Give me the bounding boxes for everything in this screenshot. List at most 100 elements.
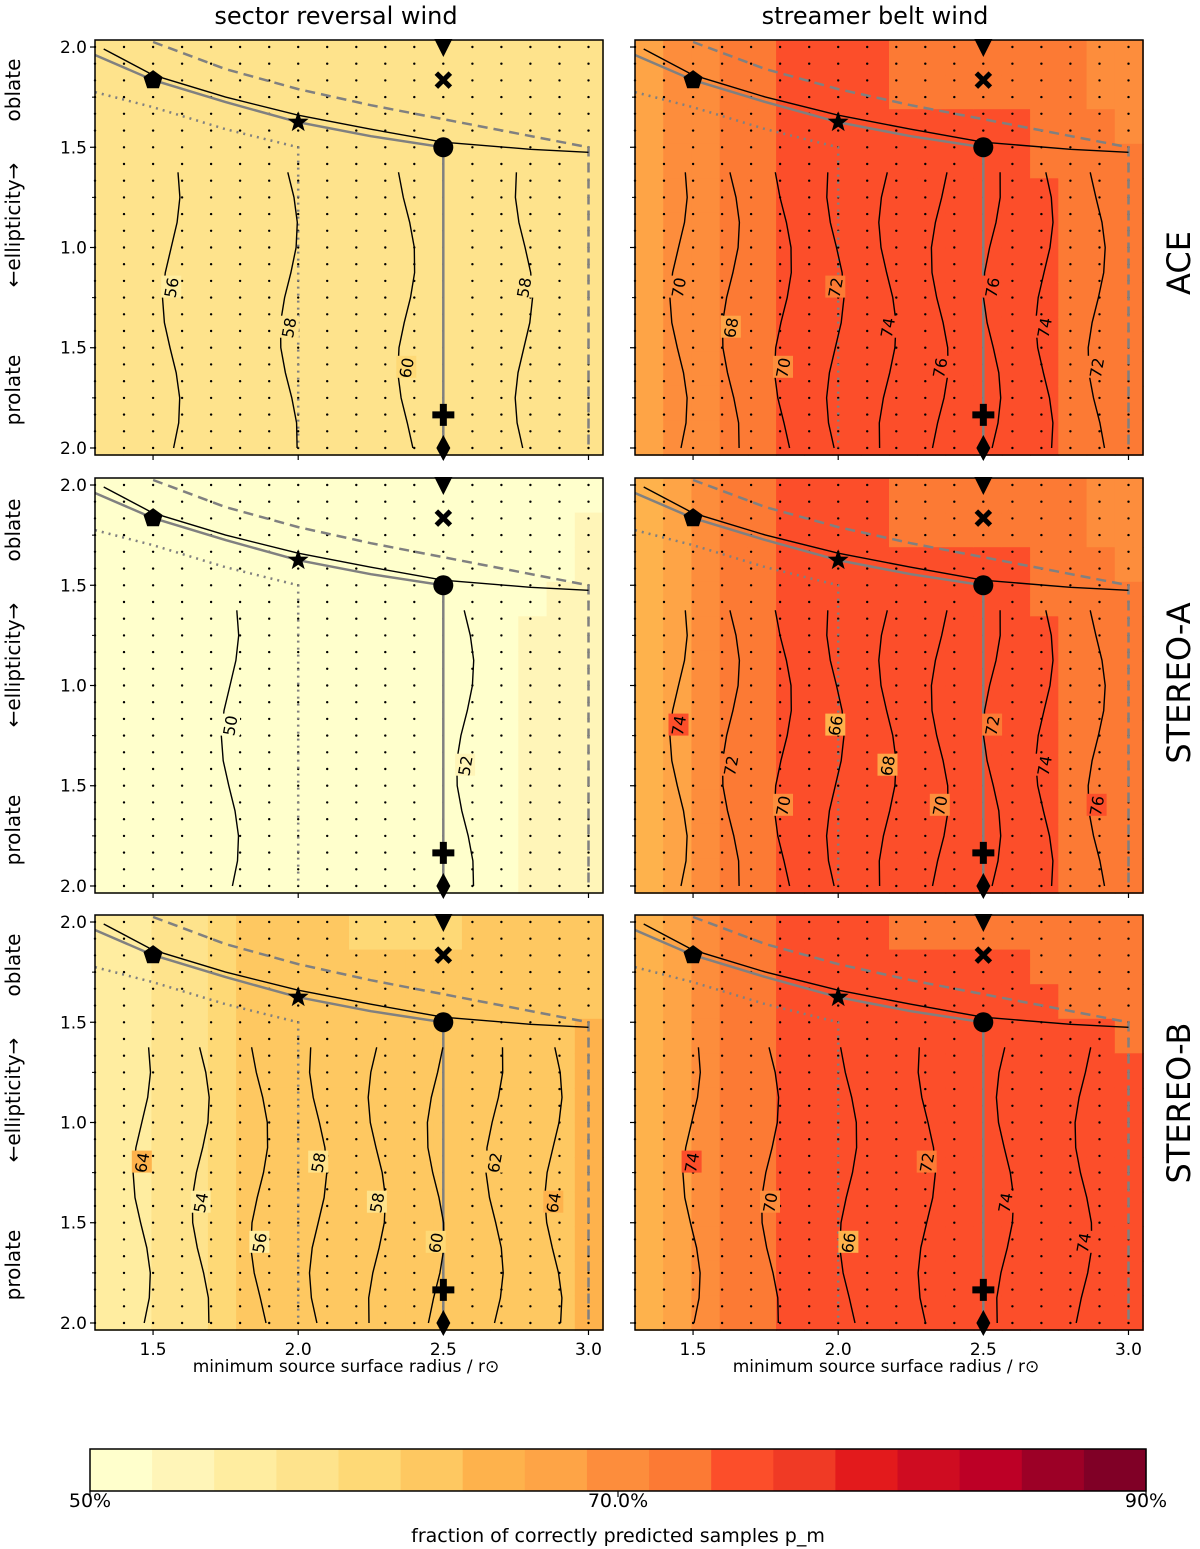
grid-dot xyxy=(529,1221,532,1224)
grid-dot xyxy=(180,987,184,990)
heatmap-cell xyxy=(747,754,777,791)
heatmap-cell xyxy=(151,1087,181,1124)
heatmap-cell xyxy=(1030,282,1060,318)
heatmap-cell xyxy=(1058,1157,1088,1193)
grid-dot xyxy=(953,533,956,537)
grid-dot xyxy=(471,500,474,503)
heatmap-cell xyxy=(804,316,834,353)
colorbar-segment xyxy=(835,1449,899,1491)
grid-dot xyxy=(749,567,753,570)
heatmap-cell xyxy=(461,178,491,214)
grid-dot xyxy=(749,229,753,232)
grid-dot xyxy=(720,650,724,654)
heatmap-cell xyxy=(663,789,693,825)
grid-dot xyxy=(1011,45,1014,49)
grid-dot xyxy=(355,1104,358,1108)
grid-dot xyxy=(151,884,155,888)
grid-dot xyxy=(1069,1087,1072,1091)
grid-dot xyxy=(238,179,242,182)
heatmap-cell xyxy=(320,1295,350,1331)
y-tick-label: 2.0 xyxy=(60,38,87,58)
heatmap-cell xyxy=(1001,685,1031,721)
grid-dot xyxy=(180,1188,184,1191)
heatmap-cell xyxy=(292,351,322,387)
heatmap-cell xyxy=(320,178,350,214)
heatmap-cell xyxy=(490,1226,520,1262)
grid-dot xyxy=(500,784,503,787)
grid-dot xyxy=(471,567,474,570)
grid-dot xyxy=(238,767,242,771)
heatmap-cell xyxy=(151,1157,181,1193)
grid-dot xyxy=(924,500,927,503)
grid-dot xyxy=(413,584,416,587)
heatmap-cell xyxy=(917,1053,947,1089)
heatmap-cell xyxy=(719,858,749,894)
grid-dot xyxy=(691,1255,695,1258)
grid-dot xyxy=(1127,79,1130,82)
grid-dot xyxy=(238,1188,242,1191)
grid-dot xyxy=(1069,868,1072,871)
heatmap-cell xyxy=(490,351,520,387)
grid-dot xyxy=(866,62,869,65)
grid-dot xyxy=(720,884,724,888)
y-tick-label: 1.5 xyxy=(60,1214,87,1234)
grid-dot xyxy=(471,483,474,487)
grid-dot xyxy=(808,446,811,450)
grid-dot xyxy=(529,567,532,570)
grid-dot xyxy=(1069,584,1072,587)
grid-dot xyxy=(384,1104,387,1108)
grid-dot xyxy=(1069,396,1072,400)
heatmap-cell xyxy=(349,1122,378,1158)
grid-dot xyxy=(749,751,753,754)
grid-dot xyxy=(808,784,811,787)
grid-dot xyxy=(151,363,155,366)
grid-dot xyxy=(1098,246,1101,249)
heatmap-cell xyxy=(320,949,350,985)
grid-dot xyxy=(355,868,358,871)
grid-dot xyxy=(808,162,811,166)
grid-dot xyxy=(500,246,503,249)
grid-dot xyxy=(837,212,840,216)
grid-dot xyxy=(209,313,213,316)
grid-dot xyxy=(720,567,724,570)
grid-dot xyxy=(1011,229,1014,232)
grid-dot xyxy=(953,500,956,503)
heatmap-cell xyxy=(1058,212,1088,249)
colorbar-segment xyxy=(524,1449,588,1491)
heatmap-cell xyxy=(320,351,350,387)
contour-line xyxy=(1034,610,1054,887)
heatmap-cell xyxy=(405,1122,435,1158)
heatmap-cell xyxy=(691,109,721,145)
grid-dot xyxy=(384,851,387,854)
heatmap-cell xyxy=(776,720,806,756)
grid-dot xyxy=(953,784,956,787)
grid-dot xyxy=(749,1204,753,1208)
grid-dot xyxy=(982,112,985,116)
grid-dot xyxy=(122,767,126,771)
heatmap-cell xyxy=(320,685,350,721)
heatmap-cell xyxy=(433,178,463,214)
grid-dot xyxy=(1011,584,1014,587)
grid-dot xyxy=(749,801,753,804)
heatmap-cell xyxy=(349,1157,378,1193)
heatmap-cell xyxy=(889,1226,918,1262)
heatmap-cell xyxy=(804,915,834,951)
heatmap-cell xyxy=(776,984,806,1020)
heatmap-cell xyxy=(945,420,975,456)
grid-dot xyxy=(895,600,898,604)
heatmap-cell xyxy=(945,247,975,283)
heatmap-cell xyxy=(123,547,153,583)
grid-dot xyxy=(953,834,956,838)
heatmap-cell xyxy=(860,650,890,687)
grid-dot xyxy=(151,567,155,570)
heatmap-cell xyxy=(635,1018,664,1055)
grid-dot xyxy=(558,179,561,182)
grid-dot xyxy=(749,1087,753,1091)
heatmap-cell xyxy=(973,512,1003,548)
grid-dot xyxy=(151,1071,155,1074)
grid-dot xyxy=(384,1121,387,1124)
contour-label-bg xyxy=(220,713,240,736)
grid-dot xyxy=(180,1221,184,1224)
grid-dot xyxy=(808,751,811,754)
contour-label-bg xyxy=(396,355,417,378)
